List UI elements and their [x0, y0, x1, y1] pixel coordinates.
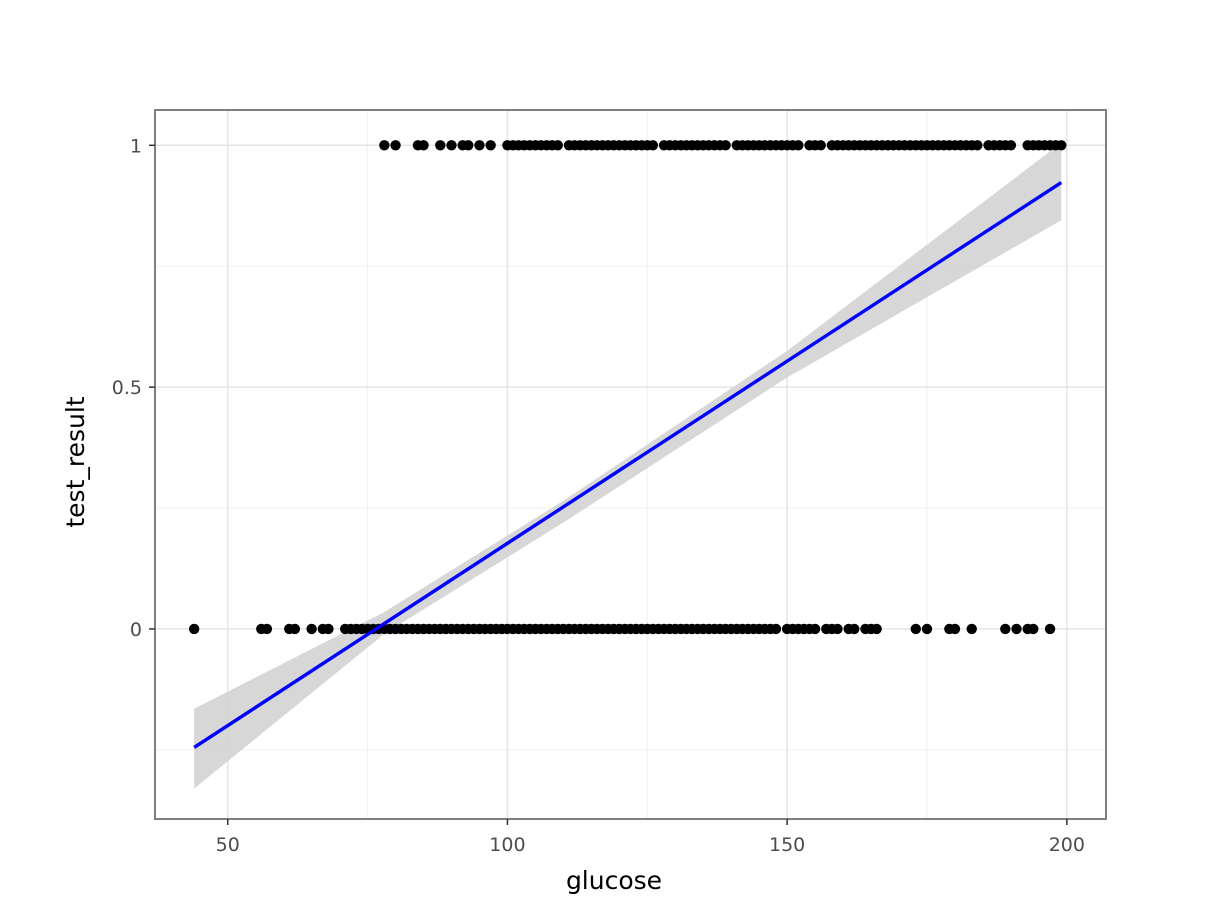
data-point — [720, 140, 731, 151]
y-tick-label: 1 — [130, 135, 142, 157]
data-point — [261, 623, 273, 635]
y-axis-title: test_result — [61, 396, 90, 527]
data-point — [474, 140, 485, 151]
data-point — [463, 140, 474, 151]
data-point — [446, 140, 457, 151]
data-point — [921, 623, 933, 635]
x-tick-label: 100 — [489, 834, 525, 856]
data-point — [1044, 623, 1056, 635]
data-point — [647, 140, 659, 151]
data-point — [949, 623, 961, 635]
data-point — [966, 623, 977, 635]
data-point — [770, 623, 782, 635]
data-point — [849, 623, 860, 635]
axes: 50 100 150 200 0 0.5 1 — [112, 135, 1085, 856]
x-tick-label: 50 — [216, 834, 240, 856]
data-point — [793, 140, 804, 151]
data-point — [390, 140, 401, 151]
data-point — [306, 623, 317, 635]
data-point — [1011, 623, 1022, 635]
data-point — [809, 623, 821, 635]
data-point — [552, 140, 563, 151]
data-point — [972, 140, 983, 151]
data-points — [188, 140, 1067, 635]
x-tick-label: 150 — [769, 834, 805, 856]
data-point — [1028, 623, 1039, 635]
x-axis-title: glucose — [566, 866, 662, 895]
data-point — [323, 623, 334, 635]
x-tick-label: 200 — [1049, 834, 1085, 856]
regression-line-layer — [193, 181, 1063, 749]
data-point — [832, 623, 843, 635]
y-tick-label: 0.5 — [112, 377, 142, 399]
data-point — [910, 623, 921, 635]
data-point — [188, 623, 200, 635]
data-point — [815, 140, 826, 151]
data-point — [1005, 140, 1017, 151]
data-point — [435, 140, 446, 151]
data-point — [1000, 623, 1011, 635]
regression-line — [193, 181, 1063, 749]
data-point — [871, 623, 882, 635]
panel-border — [154, 109, 1107, 820]
data-point — [485, 140, 496, 151]
data-point — [1056, 140, 1067, 151]
y-tick-label: 0 — [130, 619, 142, 641]
data-point — [289, 623, 301, 635]
data-point — [379, 140, 390, 151]
data-point — [418, 140, 429, 151]
